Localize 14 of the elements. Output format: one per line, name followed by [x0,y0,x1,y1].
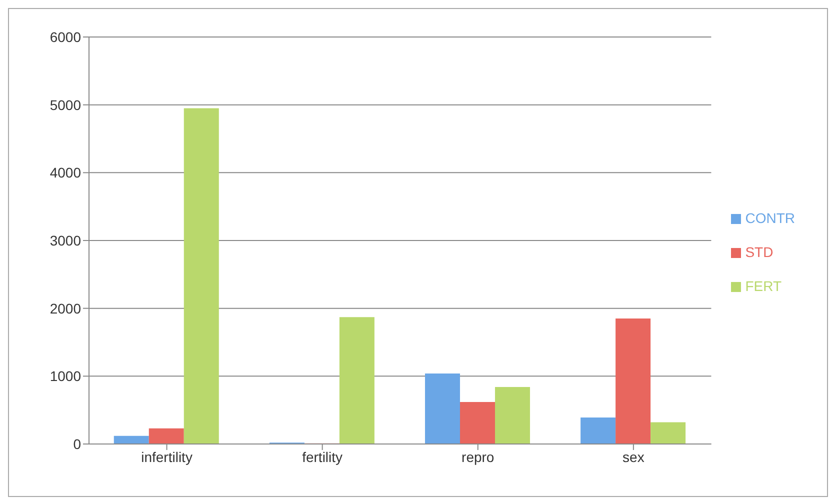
y-tick-label: 4000 [50,164,82,181]
x-tick-label: fertility [302,448,343,465]
y-tick-label: 2000 [50,300,82,316]
y-tick-label: 1000 [50,368,82,384]
y-tick-label: 5000 [50,96,82,113]
x-tick-label: sex [622,448,644,465]
x-tick-label: infertility [141,448,192,465]
y-tick-label: 3000 [50,232,82,248]
legend-label: CONTR [745,210,795,226]
legend-label: FERT [745,278,782,294]
x-tick-label: repro [462,448,494,465]
legend-label: STD [745,244,774,260]
y-tick-label: 0 [73,436,82,452]
y-tick-label: 6000 [50,28,82,45]
